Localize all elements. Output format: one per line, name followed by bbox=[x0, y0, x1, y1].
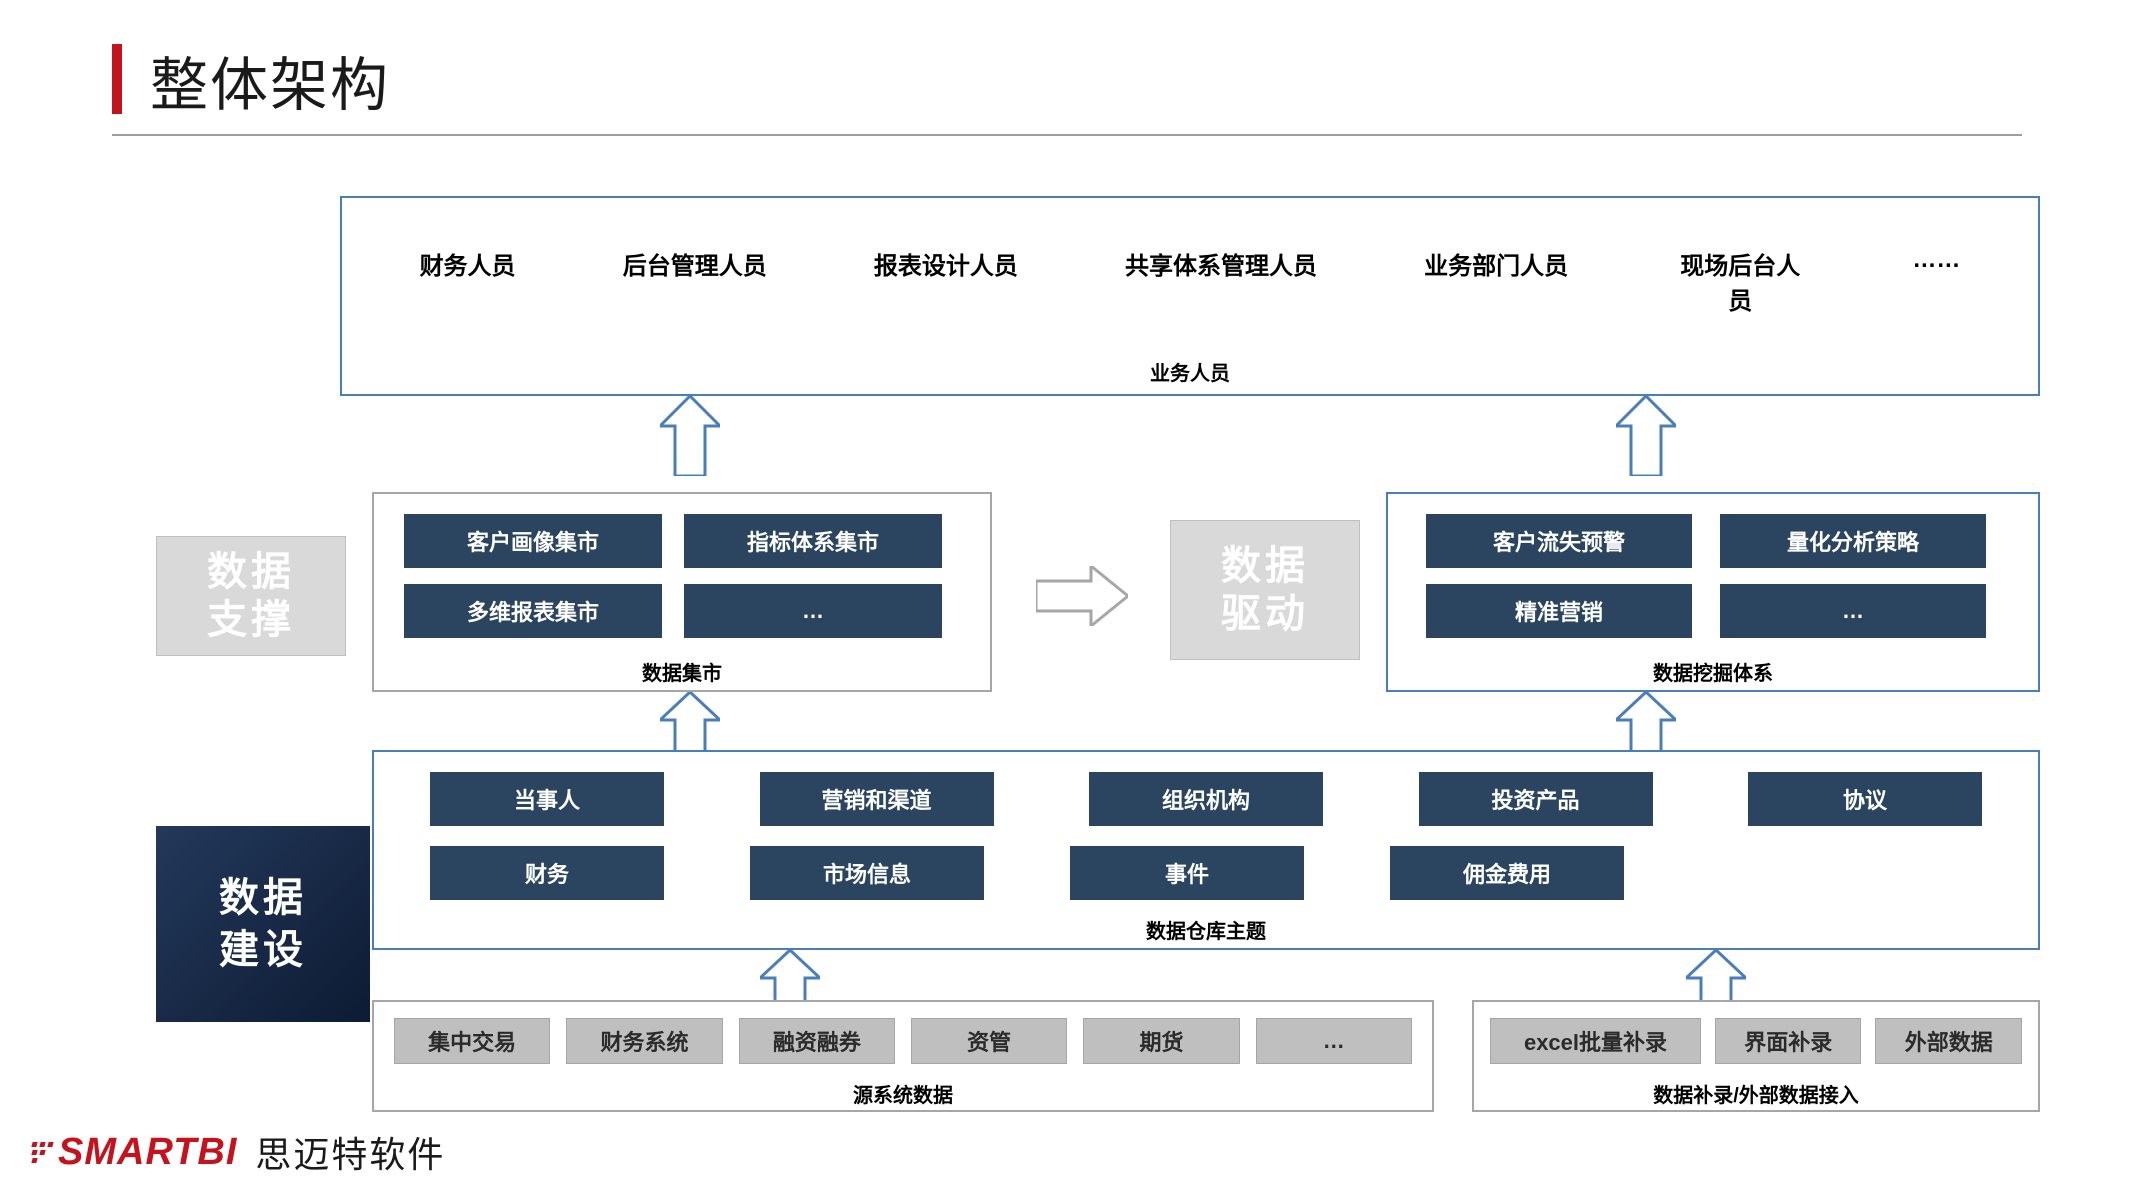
sidebox-build: 数据 建设 bbox=[156, 826, 370, 1022]
warehouse-chip: 财务 bbox=[430, 846, 664, 900]
mart-chip: 客户画像集市 bbox=[404, 514, 662, 568]
source-chip: 财务系统 bbox=[566, 1018, 722, 1064]
mining-chip: 客户流失预警 bbox=[1426, 514, 1692, 568]
source-chip: 外部数据 bbox=[1875, 1018, 2022, 1064]
arrow-up-icon bbox=[1616, 396, 1676, 476]
arrow-up-icon bbox=[1616, 692, 1676, 756]
title-accent bbox=[112, 44, 122, 114]
panel-mart-caption: 数据集市 bbox=[642, 657, 722, 686]
arrow-up-icon bbox=[660, 692, 720, 756]
panel-mining-caption: 数据挖掘体系 bbox=[1653, 657, 1773, 686]
panel-mining: 客户流失预警 量化分析策略 精准营销 … 数据挖掘体系 bbox=[1386, 492, 2040, 692]
arrow-right-icon bbox=[1036, 566, 1128, 626]
sidebox-driver: 数据 驱动 bbox=[1170, 520, 1360, 660]
panel-warehouse: 当事人 营销和渠道 组织机构 投资产品 协议 财务 市场信息 事件 佣金费用 数… bbox=[372, 750, 2040, 950]
warehouse-chip: 协议 bbox=[1748, 772, 1982, 826]
warehouse-chip: 事件 bbox=[1070, 846, 1304, 900]
panel-sources-left-caption: 源系统数据 bbox=[853, 1079, 953, 1108]
page-title: 整体架构 bbox=[150, 38, 390, 122]
footer-brand: SMARTBI bbox=[30, 1131, 237, 1174]
panel-personas-caption: 业务人员 bbox=[1150, 357, 1230, 386]
mart-chip: 多维报表集市 bbox=[404, 584, 662, 638]
persona-item: 现场后台人员 bbox=[1675, 246, 1805, 316]
panel-mart: 客户画像集市 指标体系集市 多维报表集市 … 数据集市 bbox=[372, 492, 992, 692]
warehouse-chip: 佣金费用 bbox=[1390, 846, 1624, 900]
mart-chip: … bbox=[684, 584, 942, 638]
source-chip: 界面补录 bbox=[1715, 1018, 1862, 1064]
source-chip: 集中交易 bbox=[394, 1018, 550, 1064]
warehouse-chip: 市场信息 bbox=[750, 846, 984, 900]
source-chip: 资管 bbox=[911, 1018, 1067, 1064]
warehouse-chip: 当事人 bbox=[430, 772, 664, 826]
persona-item: 业务部门人员 bbox=[1424, 246, 1568, 281]
source-chip: 期货 bbox=[1083, 1018, 1239, 1064]
sidebox-support: 数据 支撑 bbox=[156, 536, 346, 656]
persona-item: …… bbox=[1912, 246, 1960, 274]
footer-cn: 思迈特软件 bbox=[255, 1126, 445, 1178]
source-chip: … bbox=[1256, 1018, 1412, 1064]
persona-item: 报表设计人员 bbox=[874, 246, 1018, 281]
logo-dots-icon bbox=[30, 1140, 54, 1164]
footer-brand-text: SMARTBI bbox=[58, 1131, 237, 1174]
source-chip: excel批量补录 bbox=[1490, 1018, 1701, 1064]
warehouse-chip: 营销和渠道 bbox=[760, 772, 994, 826]
mining-chip: … bbox=[1720, 584, 1986, 638]
arrow-up-icon bbox=[660, 396, 720, 476]
mining-chip: 量化分析策略 bbox=[1720, 514, 1986, 568]
panel-sources-right-caption: 数据补录/外部数据接入 bbox=[1653, 1079, 1859, 1108]
mining-chip: 精准营销 bbox=[1426, 584, 1692, 638]
warehouse-chip: 投资产品 bbox=[1419, 772, 1653, 826]
panel-sources-right: excel批量补录 界面补录 外部数据 数据补录/外部数据接入 bbox=[1472, 1000, 2040, 1112]
footer: SMARTBI 思迈特软件 bbox=[30, 1126, 445, 1178]
persona-item: 财务人员 bbox=[420, 246, 516, 281]
panel-personas: 财务人员 后台管理人员 报表设计人员 共享体系管理人员 业务部门人员 现场后台人… bbox=[340, 196, 2040, 396]
mart-chip: 指标体系集市 bbox=[684, 514, 942, 568]
persona-item: 共享体系管理人员 bbox=[1125, 246, 1317, 281]
panel-sources-left: 集中交易 财务系统 融资融券 资管 期货 … 源系统数据 bbox=[372, 1000, 1434, 1112]
title-rule bbox=[112, 134, 2022, 136]
warehouse-chip: 组织机构 bbox=[1089, 772, 1323, 826]
source-chip: 融资融券 bbox=[739, 1018, 895, 1064]
panel-warehouse-caption: 数据仓库主题 bbox=[1146, 915, 1266, 944]
persona-item: 后台管理人员 bbox=[623, 246, 767, 281]
